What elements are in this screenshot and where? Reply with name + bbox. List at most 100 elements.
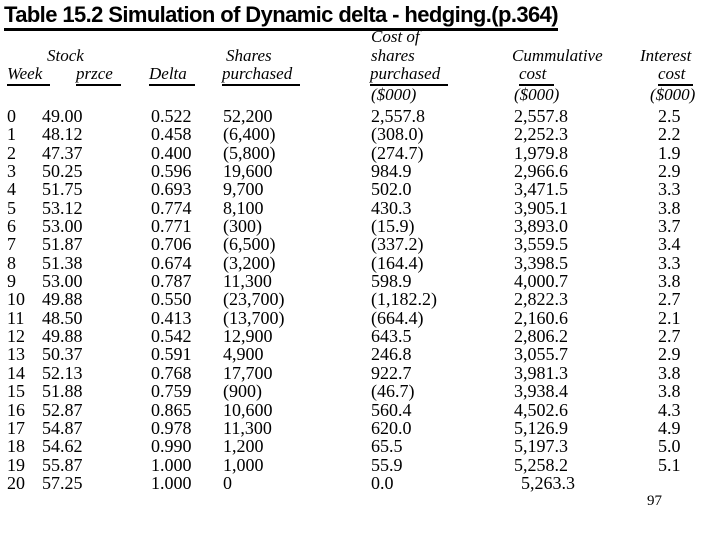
table-cell: 49.88 (42, 326, 83, 347)
table-cell: 1,200 (223, 436, 264, 457)
table-cell: (5,800) (223, 142, 276, 163)
table-cell: 7 (7, 234, 16, 255)
table-cell: 922.7 (371, 362, 412, 383)
table-row: 6 53.00 0.771 (300) (15.9) 3,893.0 3.7 (0, 216, 720, 237)
table-cell: 3,398.5 (514, 252, 568, 273)
col-header-interest-cost: cost (658, 65, 694, 86)
table-cell: 51.88 (42, 381, 83, 402)
table-cell: 3,559.5 (514, 234, 568, 255)
table-cell: 55.9 (371, 454, 403, 475)
table-cell: 6 (7, 216, 16, 237)
table-cell: 54.87 (42, 417, 83, 438)
table-row: 2 47.37 0.400 (5,800) (274.7) 1,979.8 1.9 (0, 142, 720, 163)
table-cell: 5,126.9 (514, 417, 568, 438)
table-cell: 0.522 (151, 106, 192, 126)
table-cell: 0.787 (151, 271, 192, 292)
table-cell: (6,500) (223, 234, 276, 255)
table-cell: 0.693 (151, 179, 192, 200)
table-cell: 560.4 (371, 399, 412, 420)
table-cell: 620.0 (371, 417, 412, 438)
table-cell: 12 (7, 326, 25, 347)
table-cell: 1.000 (151, 472, 192, 493)
table-cell: 19,600 (223, 161, 273, 182)
table-cell: 0.990 (151, 436, 192, 457)
table-cell: 3.8 (658, 271, 681, 292)
table-cell: (274.7) (371, 142, 424, 163)
table-row: 0 49.00 0.522 52,200 2,557.8 2,557.8 2.5 (0, 106, 720, 126)
table-cell: 10 (7, 289, 25, 310)
table-cell: 0.978 (151, 417, 192, 438)
table-body: 0 49.00 0.522 52,200 2,557.8 2,557.8 2.5 1 48.12… (0, 106, 720, 493)
table-cell: 5,197.3 (514, 436, 568, 457)
table-cell: 3.4 (658, 234, 681, 255)
table-cell: 47.37 (42, 142, 83, 163)
table-cell: 1,000 (223, 454, 264, 475)
table-cell: (3,200) (223, 252, 276, 273)
table-cell: 2,557.8 (371, 106, 425, 126)
table-cell: 2,252.3 (514, 124, 568, 145)
table-cell: 65.5 (371, 436, 403, 457)
table-cell: 0.774 (151, 197, 192, 218)
col-header-interest-unit: ($000) (650, 85, 696, 104)
col-header-cost-purchased: purchased (370, 65, 449, 86)
table-cell: 3,471.5 (514, 179, 568, 200)
table-cell: 51.38 (42, 252, 83, 273)
table-cell: 53.12 (42, 197, 83, 218)
table-cell: 0.591 (151, 344, 192, 365)
table-cell: 51.75 (42, 179, 83, 200)
table-cell: 49.88 (42, 289, 83, 310)
table-cell: 1.000 (151, 454, 192, 475)
table-cell: 14 (7, 362, 25, 383)
col-header-interest: Interest (640, 46, 692, 65)
table-cell: (337.2) (371, 234, 424, 255)
table-cell: 2.7 (658, 289, 681, 310)
table-cell: 0.542 (151, 326, 192, 347)
col-header-cost-unit: ($000) (371, 85, 417, 104)
table-cell: 49.00 (42, 106, 83, 126)
table-cell: 2.2 (658, 124, 681, 145)
table-cell: 3,055.7 (514, 344, 568, 365)
col-header-cost-of: Cost of (371, 27, 420, 46)
table-cell: 3,981.3 (514, 362, 568, 383)
table-cell: 9 (7, 271, 16, 292)
table-row: 17 54.87 0.978 11,300 620.0 5,126.9 4.9 (0, 417, 720, 438)
table-row: 18 54.62 0.990 1,200 65.5 5,197.3 5.0 (0, 436, 720, 457)
table-cell: 2,557.8 (514, 106, 568, 126)
table-cell: 3.7 (658, 216, 681, 237)
table-cell (657, 474, 720, 492)
table-cell: 4,502.6 (514, 399, 568, 420)
col-header-cummulative-cost: cost (519, 65, 555, 86)
table-cell: 5,258.2 (514, 454, 568, 475)
table-cell: 0.759 (151, 381, 192, 402)
table-cell: 0.400 (151, 142, 192, 163)
table-cell: 3.3 (658, 179, 681, 200)
table-cell: 52,200 (223, 106, 273, 126)
table-cell: (300) (223, 216, 262, 237)
table-cell: 52.13 (42, 362, 83, 383)
table-cell: 53.00 (42, 271, 83, 292)
table-row: 7 51.87 0.706 (6,500) (337.2) 3,559.5 3.4 (0, 234, 720, 255)
table-cell: 4,000.7 (514, 271, 568, 292)
table-cell: 1 (7, 124, 16, 145)
table-row: 12 49.88 0.542 12,900 643.5 2,806.2 2.7 (0, 326, 720, 347)
table-cell: 2.9 (658, 161, 681, 182)
table-cell: 1.9 (658, 142, 681, 163)
table-cell: 53.00 (42, 216, 83, 237)
col-header-shares-purchased: purchased (222, 65, 301, 86)
table-row: 10 49.88 0.550 (23,700) (1,182.2) 2,822.3 2.7 (0, 289, 720, 310)
col-header-week: Week (7, 65, 51, 86)
table-row: 15 51.88 0.759 (900) (46.7) 3,938.4 3.8 (0, 381, 720, 402)
table-cell: 3,893.0 (514, 216, 568, 237)
table-cell: 13 (7, 344, 25, 365)
table-cell: 55.87 (42, 454, 83, 475)
table-cell: (664.4) (371, 307, 424, 328)
table-row: 4 51.75 0.693 9,700 502.0 3,471.5 3.3 (0, 179, 720, 200)
table-cell: 598.9 (371, 271, 412, 292)
table-row: 3 50.25 0.596 19,600 984.9 2,966.6 2.9 (0, 161, 720, 182)
table-cell: 16 (7, 399, 25, 420)
table-cell: 0 (223, 472, 232, 493)
table-cell: 50.37 (42, 344, 83, 365)
table-cell: 984.9 (371, 161, 412, 182)
table-cell: 0.771 (151, 216, 192, 237)
